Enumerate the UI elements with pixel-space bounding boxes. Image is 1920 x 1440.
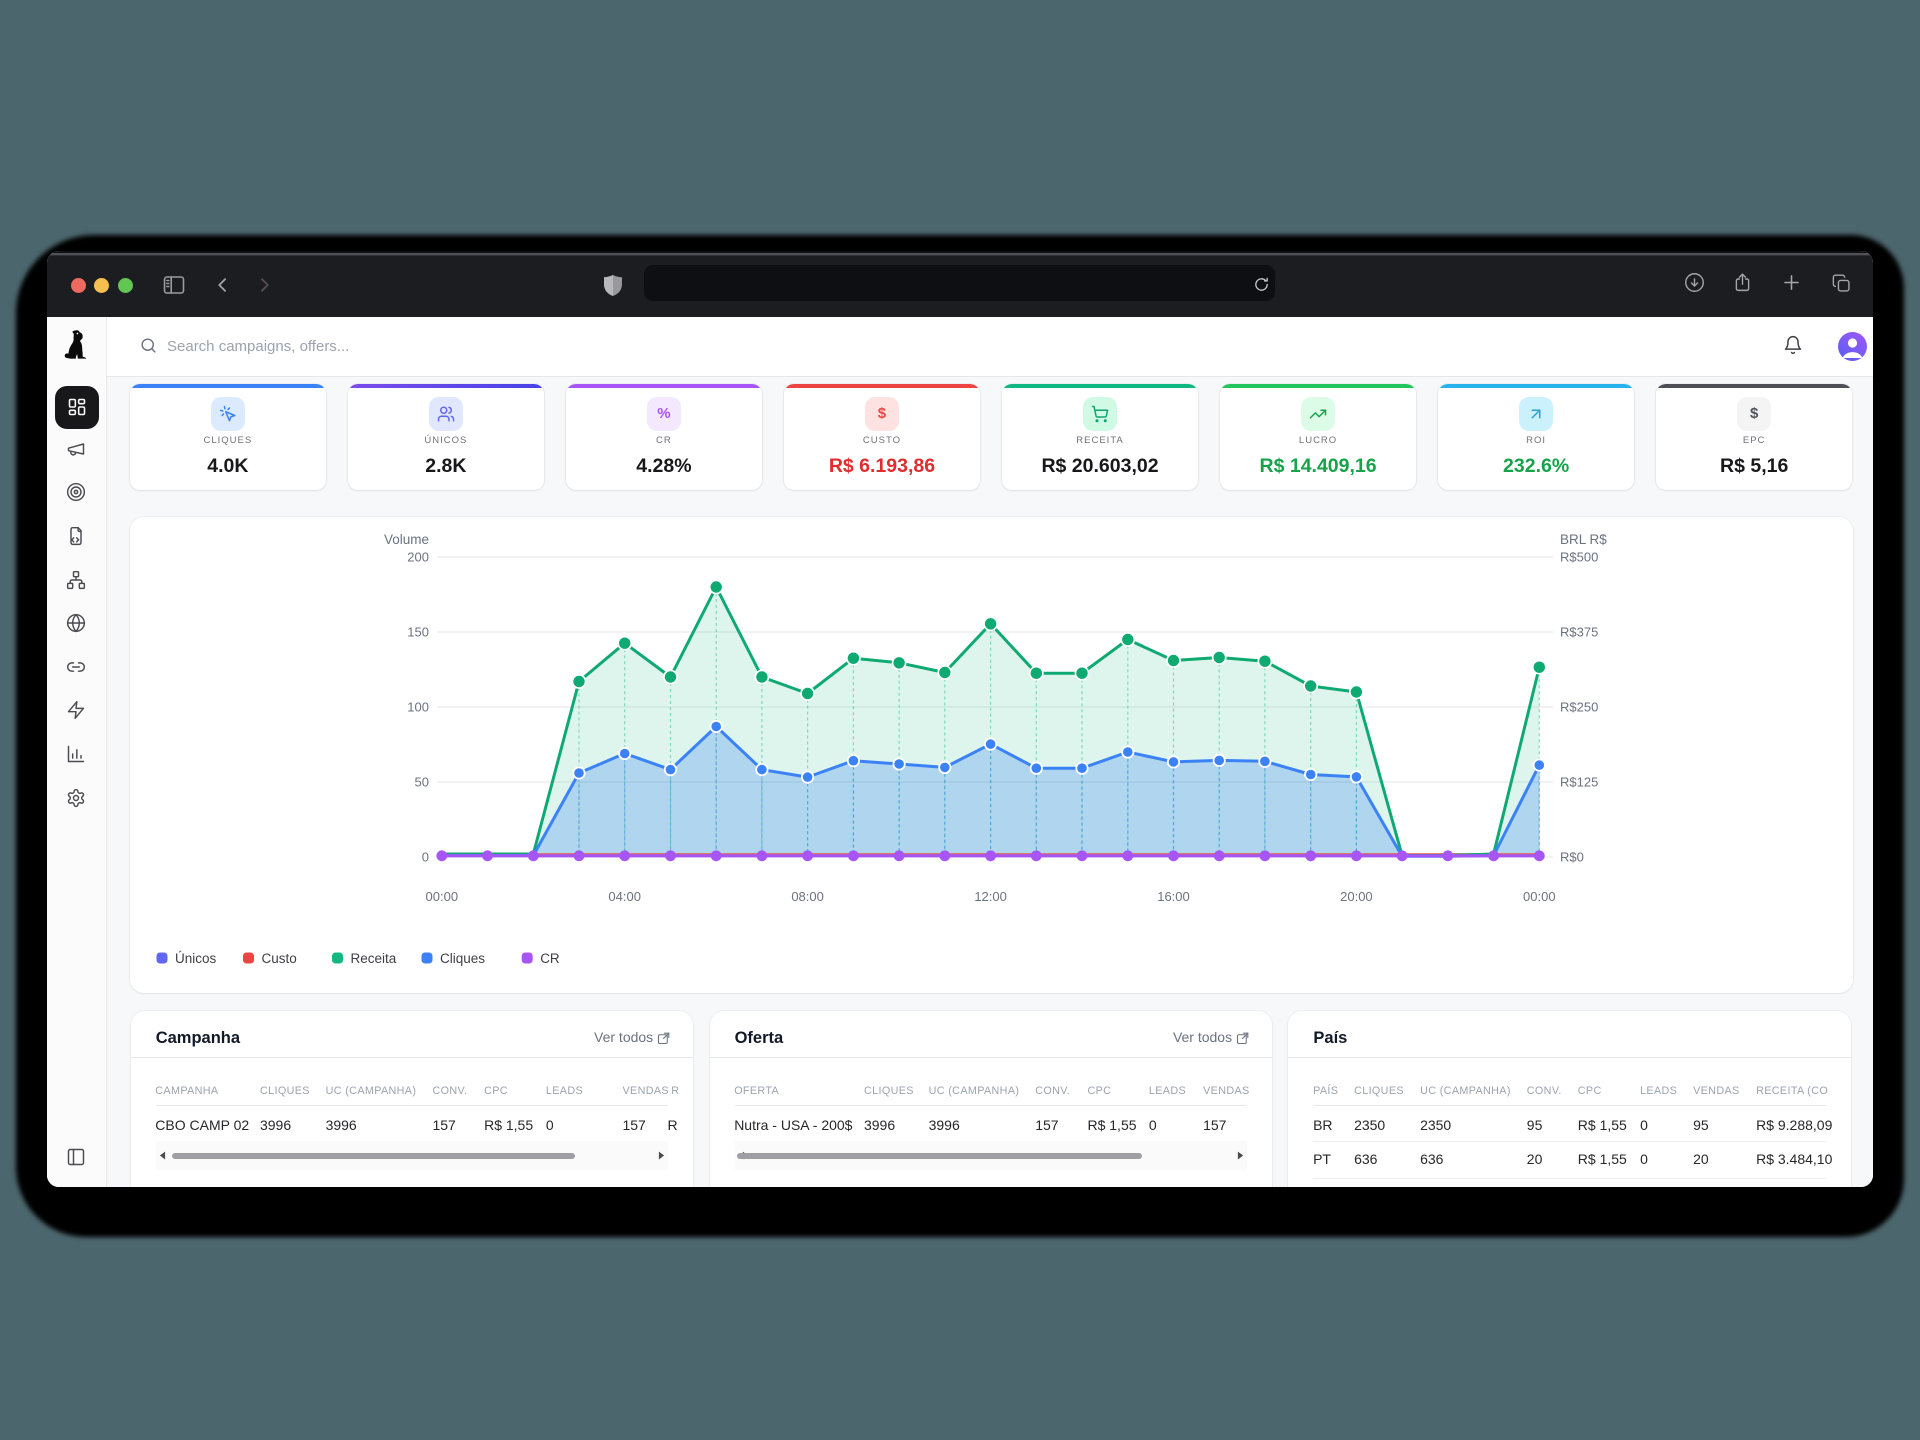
svg-text:Volume: Volume [383,532,428,547]
svg-text:04:00: 04:00 [608,889,641,904]
svg-text:Únicos: Únicos [175,951,217,966]
svg-text:Cliques: Cliques [440,951,485,966]
svg-text:12:00: 12:00 [974,889,1007,904]
svg-text:R$375: R$375 [1560,624,1598,639]
svg-text:Receita: Receita [350,951,396,966]
svg-text:R$250: R$250 [1560,699,1598,714]
svg-text:0: 0 [421,849,428,864]
svg-text:200: 200 [407,549,429,564]
svg-text:50: 50 [414,774,428,789]
svg-text:Custo: Custo [261,951,296,966]
svg-text:R$0: R$0 [1560,849,1584,864]
svg-text:00:00: 00:00 [1523,889,1556,904]
svg-text:R$500: R$500 [1560,549,1598,564]
svg-text:08:00: 08:00 [791,889,824,904]
svg-text:20:00: 20:00 [1340,889,1373,904]
svg-text:R$125: R$125 [1560,774,1598,789]
svg-text:100: 100 [407,699,429,714]
svg-text:CR: CR [540,951,560,966]
svg-text:BRL R$: BRL R$ [1560,532,1607,547]
svg-text:150: 150 [407,624,429,639]
svg-text:16:00: 16:00 [1157,889,1190,904]
svg-text:00:00: 00:00 [425,889,458,904]
